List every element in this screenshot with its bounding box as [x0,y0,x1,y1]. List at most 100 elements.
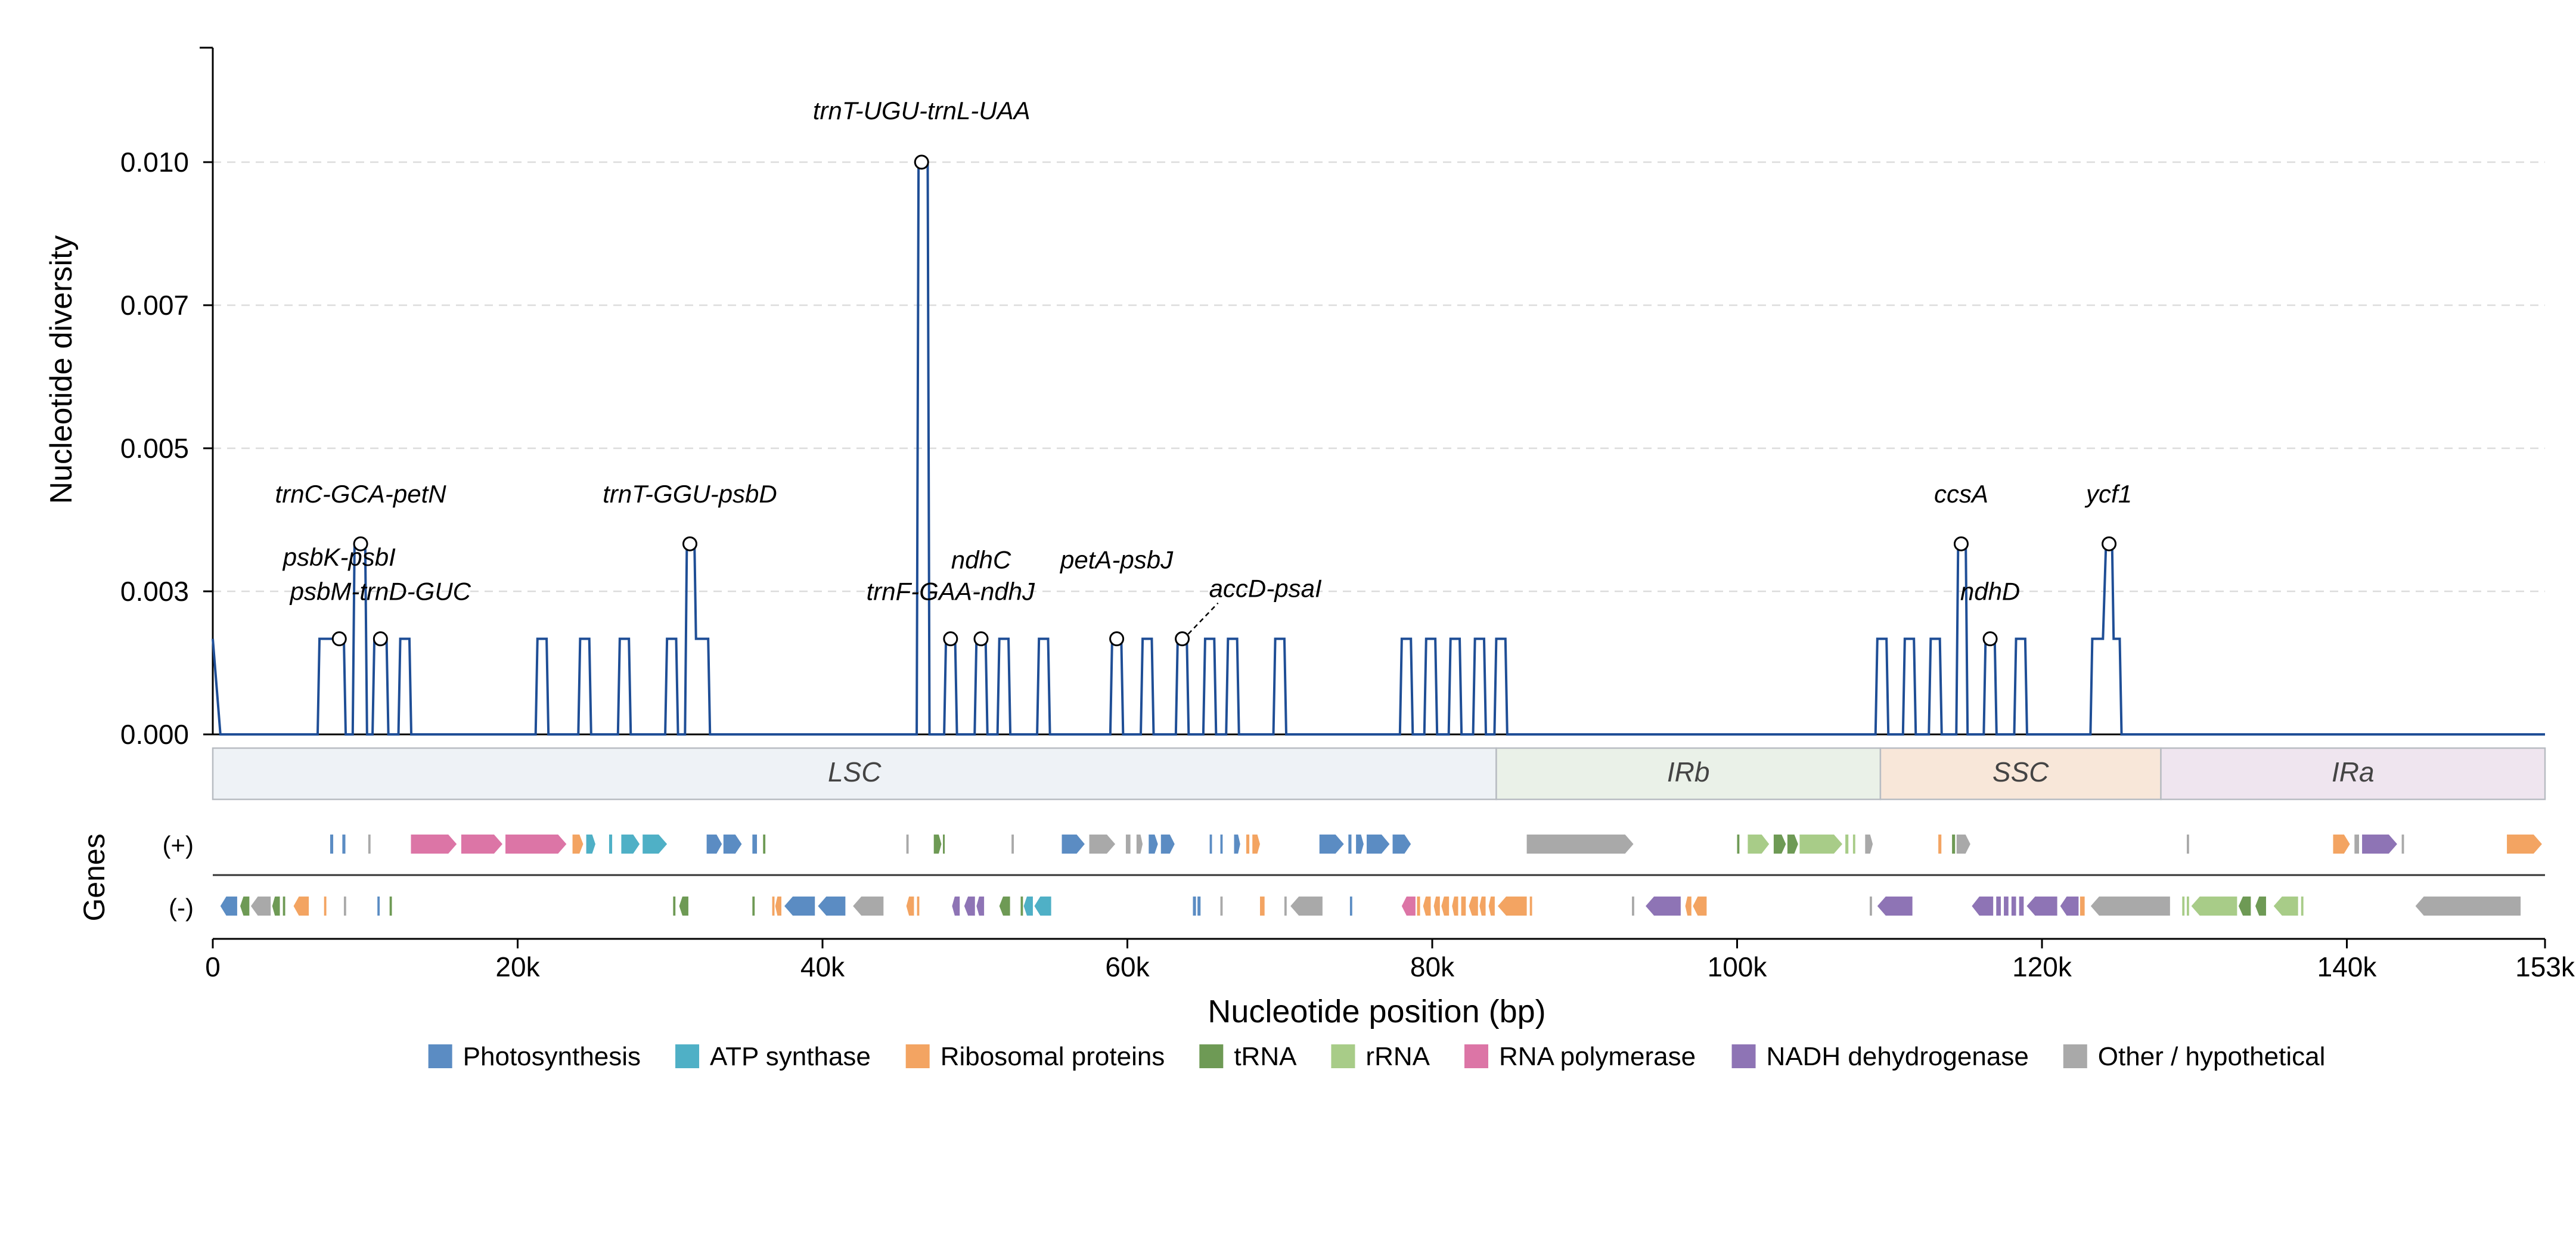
gene-block [1773,835,1786,854]
gene-block [1469,897,1478,916]
genome-regions: LSC IRb SSC IRa [212,747,2546,801]
gene-block [293,897,309,916]
gene-block [1479,897,1486,916]
gene-block [784,897,815,916]
gene-block [342,835,346,854]
gene-block [1160,835,1175,854]
gene-block [1996,897,2001,916]
gene-block [1529,897,1532,916]
gene-block [1488,897,1495,916]
region-band [1879,747,2162,801]
gene-block [609,835,613,854]
gene-block [1011,835,1014,854]
gene-block [411,835,457,854]
peak-marker [1109,631,1125,647]
gene-block [2354,835,2359,854]
legend-label: Ribosomal proteins [941,1042,1165,1071]
gene-block [706,835,722,854]
peak-marker [331,631,347,647]
gene-block [1401,897,1416,916]
gene-block [643,835,668,854]
gene-block [964,897,975,916]
legend-label: rRNA [1365,1042,1430,1071]
legend-swatch [428,1044,452,1068]
gene-block [723,835,742,854]
diversity-series [212,161,2545,736]
gene-block [2333,835,2350,854]
y-tick-label: 0.000 [120,719,189,750]
gene-block [772,897,775,916]
gene-block [1392,835,1411,854]
peak-label: accD-psaI [1209,575,1322,603]
gene-block [679,897,688,916]
strand-plus-label: (+) [163,831,194,859]
gene-block [1319,835,1344,854]
gene-block [1290,897,1323,916]
gene-block [1972,897,1994,916]
y-tick-label: 0.003 [120,576,189,607]
grid-lines [213,161,2545,593]
gene-block [2186,835,2189,854]
peak-label: trnT-GGU-psbD [603,480,777,508]
gene-block [1685,897,1692,916]
gene-block [1461,897,1466,916]
gene-block [621,835,640,854]
gene-block [775,897,781,916]
gene-block [853,897,884,916]
gene-block [1632,897,1634,916]
legend-swatch [1331,1044,1355,1068]
legend-swatch [905,1044,930,1068]
peak-label: ndhC [951,546,1011,574]
gene-block [586,835,595,854]
peak-marker [2102,536,2117,551]
legend-label: Other / hypothetical [2098,1042,2326,1071]
x-tick-label: 80k [1410,951,1455,982]
gene-block [330,835,334,854]
gene-block [1852,835,1855,854]
peak-marker [373,631,388,647]
gene-block [250,897,271,916]
gene-block [1526,835,1634,854]
gene-block [1433,897,1440,916]
x-tick-label: 60k [1105,951,1150,982]
gene-block [1497,897,1527,916]
gene-block [1023,897,1033,916]
gene-block [2019,897,2024,916]
peak-label: ycf1 [2084,480,2132,508]
genes-track-label: Genes [77,833,111,921]
peak-marker [914,154,929,170]
gene-block [1870,897,1872,916]
gene-block [2273,897,2298,916]
legend-swatch [675,1044,700,1068]
region-band [2160,747,2546,801]
gene-block [1737,835,1740,854]
gene-block [240,897,250,916]
peak-label: trnF-GAA-ndhJ [867,577,1035,605]
peak-label: ndhD [1960,577,2020,605]
gene-block [999,897,1010,916]
legend-swatch [1464,1044,1488,1068]
y-tick-label: 0.007 [120,290,189,321]
legend-swatch [1199,1044,1224,1068]
peak-label: ccsA [1934,480,1988,508]
gene-block [1952,835,1956,854]
region-label: IRb [1667,756,1710,787]
y-tick-label: 0.010 [120,147,189,178]
peak-marker [1953,536,1969,551]
gene-block [2362,835,2397,854]
gene-block [2255,897,2266,916]
gene-block [1209,835,1212,854]
gene-block [2191,897,2237,916]
gene-block [1748,835,1770,854]
gene-block [1246,835,1250,854]
annotation-leader [1187,602,1219,635]
gene-block [2507,835,2542,854]
gene-block [377,897,380,916]
gene-block [1646,897,1681,916]
peak-label: petA-psbJ [1059,546,1174,574]
gene-block [673,897,676,916]
gene-block [324,897,327,916]
gene-block [2004,897,2009,916]
gene-block [1260,897,1265,916]
